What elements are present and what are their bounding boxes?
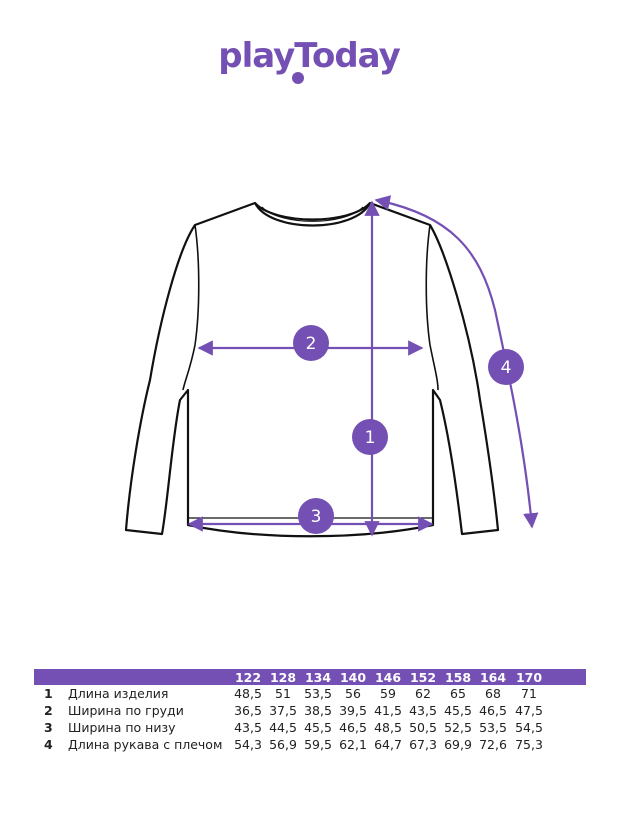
table-cell: 41,5 [374,703,402,718]
marker-3-label: 3 [311,507,322,527]
brand-logo: playToday [218,36,401,76]
sweater-outline [124,201,500,538]
measure-lines [187,195,539,537]
marker-4: 4 [488,349,524,385]
table-cell: 47,5 [515,703,543,718]
table-cell: 39,5 [339,703,367,718]
table-cell: 59 [380,686,396,701]
size-table: 122 128 134 140 146 152 158 164 170 1 Длина издел… [34,669,586,753]
table-row: 4 Длина рукава с плечом 54,3 56,9 59,5 62,1 64… [34,736,586,753]
row-number: 4 [44,737,53,752]
row-label: Ширина по груди [68,703,184,718]
table-cell: 75,3 [515,737,543,752]
marker-1-label: 1 [365,428,376,448]
row-label: Длина рукава с плечом [68,737,223,752]
size-header-146: 146 [374,670,402,685]
sweater-diagram: 1 2 3 4 [124,195,539,538]
size-header-128: 128 [269,670,297,685]
marker-1: 1 [352,419,388,455]
table-cell: 67,3 [409,737,437,752]
row-number: 1 [44,686,53,701]
table-cell: 56 [345,686,361,701]
table-cell: 54,5 [515,720,543,735]
table-cell: 45,5 [304,720,332,735]
size-header-158: 158 [444,670,472,685]
table-cell: 62 [415,686,431,701]
table-row: 3 Ширина по низу 43,5 44,5 45,5 46,5 48,5 50,5 5… [34,719,586,736]
size-header-152: 152 [409,670,437,685]
size-header-134: 134 [304,670,332,685]
marker-2-label: 2 [306,334,317,354]
table-cell: 50,5 [409,720,437,735]
marker-4-label: 4 [501,358,512,378]
table-cell: 65 [450,686,466,701]
table-cell: 43,5 [234,720,262,735]
logo-dot [292,72,304,84]
table-cell: 37,5 [269,703,297,718]
table-cell: 56,9 [269,737,297,752]
row-number: 3 [44,720,53,735]
table-cell: 51 [275,686,291,701]
table-cell: 68 [485,686,501,701]
marker-2: 2 [293,325,329,361]
table-cell: 48,5 [234,686,262,701]
table-cell: 45,5 [444,703,472,718]
size-header-170: 170 [515,670,543,685]
size-header-140: 140 [339,670,367,685]
table-cell: 36,5 [234,703,262,718]
table-cell: 59,5 [304,737,332,752]
table-cell: 54,3 [234,737,262,752]
table-cell: 53,5 [479,720,507,735]
table-cell: 52,5 [444,720,472,735]
size-header-122: 122 [234,670,262,685]
row-label: Ширина по низу [68,720,176,735]
table-cell: 72,6 [479,737,507,752]
table-cell: 46,5 [479,703,507,718]
marker-3: 3 [298,498,334,534]
table-cell: 48,5 [374,720,402,735]
table-cell: 43,5 [409,703,437,718]
table-cell: 69,9 [444,737,472,752]
table-cell: 71 [521,686,537,701]
table-cell: 46,5 [339,720,367,735]
size-header-164: 164 [479,670,507,685]
table-cell: 53,5 [304,686,332,701]
row-label: Длина изделия [68,686,169,701]
table-cell: 44,5 [269,720,297,735]
size-header-row: 122 128 134 140 146 152 158 164 170 [34,669,586,685]
table-row: 1 Длина изделия 48,5 51 53,5 56 59 62 65 68 71 [34,685,586,702]
table-cell: 62,1 [339,737,367,752]
table-cell: 38,5 [304,703,332,718]
row-number: 2 [44,703,53,718]
table-cell: 64,7 [374,737,402,752]
table-row: 2 Ширина по груди 36,5 37,5 38,5 39,5 41,5 43,5… [34,702,586,719]
